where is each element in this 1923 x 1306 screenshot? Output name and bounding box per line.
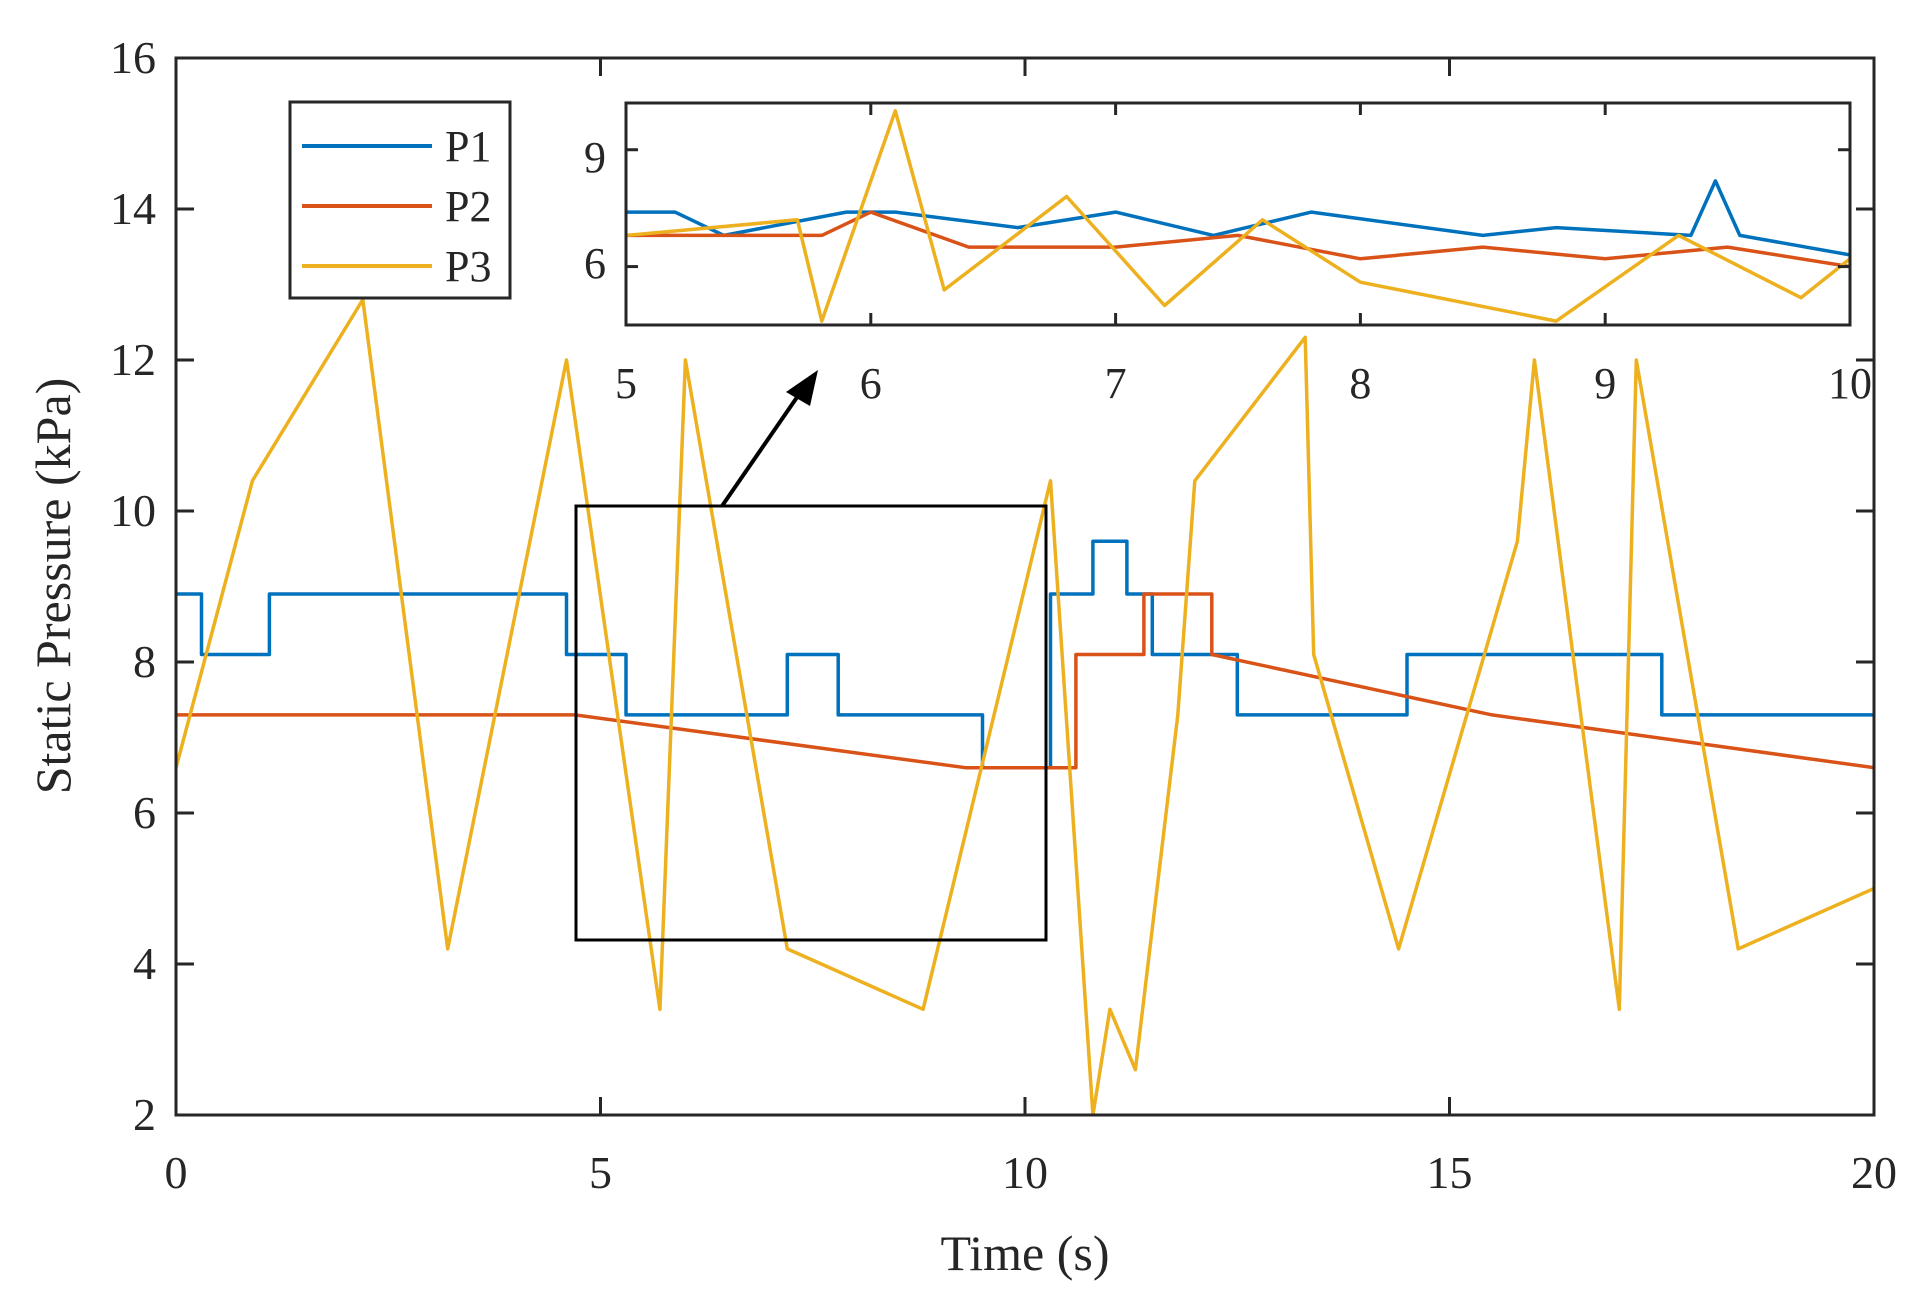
inset-y-tick-label-6: 6 [584,239,606,288]
legend: P1 P2 P3 [288,100,512,300]
y-tick-label-4: 4 [133,938,156,989]
inset-ticks [624,103,1852,325]
x-axis-label: Time (s) [940,1225,1109,1281]
zoom-arrow-head [786,370,818,406]
zoom-arrow [720,388,804,508]
x-tick-label-15: 15 [1427,1147,1473,1198]
inset-x-tick-label-6: 6 [860,359,882,408]
inset-x-tick-label-9: 9 [1594,359,1616,408]
zoom-box [574,504,1048,942]
legend-label-p3: P3 [445,242,491,291]
legend-label-p2: P2 [445,182,491,231]
y-tick-label-2: 2 [133,1089,156,1140]
y-tick-label-12: 12 [110,334,156,385]
inset-x-tick-label-5: 5 [615,359,637,408]
x-tick-label-5: 5 [589,1147,612,1198]
x-tick-label-10: 10 [1002,1147,1048,1198]
inset-x-tick-label-7: 7 [1105,359,1127,408]
y-tick-label-14: 14 [110,183,156,234]
y-axis-label: Static Pressure (kPa) [25,378,81,795]
inset-x-tick-label-10: 10 [1828,359,1872,408]
y-tick-label-16: 16 [110,32,156,83]
legend-label-p1: P1 [445,122,491,171]
main-series-p3 [176,297,1874,1115]
x-tick-label-20: 20 [1851,1147,1897,1198]
inset-axes: 5 6 7 8 9 10 6 9 [584,101,1872,408]
inset-frame [624,101,1852,327]
inset-y-tick-label-9: 9 [584,133,606,182]
main-ticks [174,56,1876,1117]
inset-series-p2 [626,210,1850,269]
x-tick-label-0: 0 [165,1147,188,1198]
inset-series-group [626,109,1850,323]
inset-x-tick-label-8: 8 [1349,359,1371,408]
inset-series-p1 [626,179,1850,257]
inset-plot-area [626,103,1850,325]
y-tick-label-8: 8 [133,636,156,687]
y-tick-label-10: 10 [110,485,156,536]
y-tick-label-6: 6 [133,787,156,838]
inset-series-p3 [626,109,1850,323]
